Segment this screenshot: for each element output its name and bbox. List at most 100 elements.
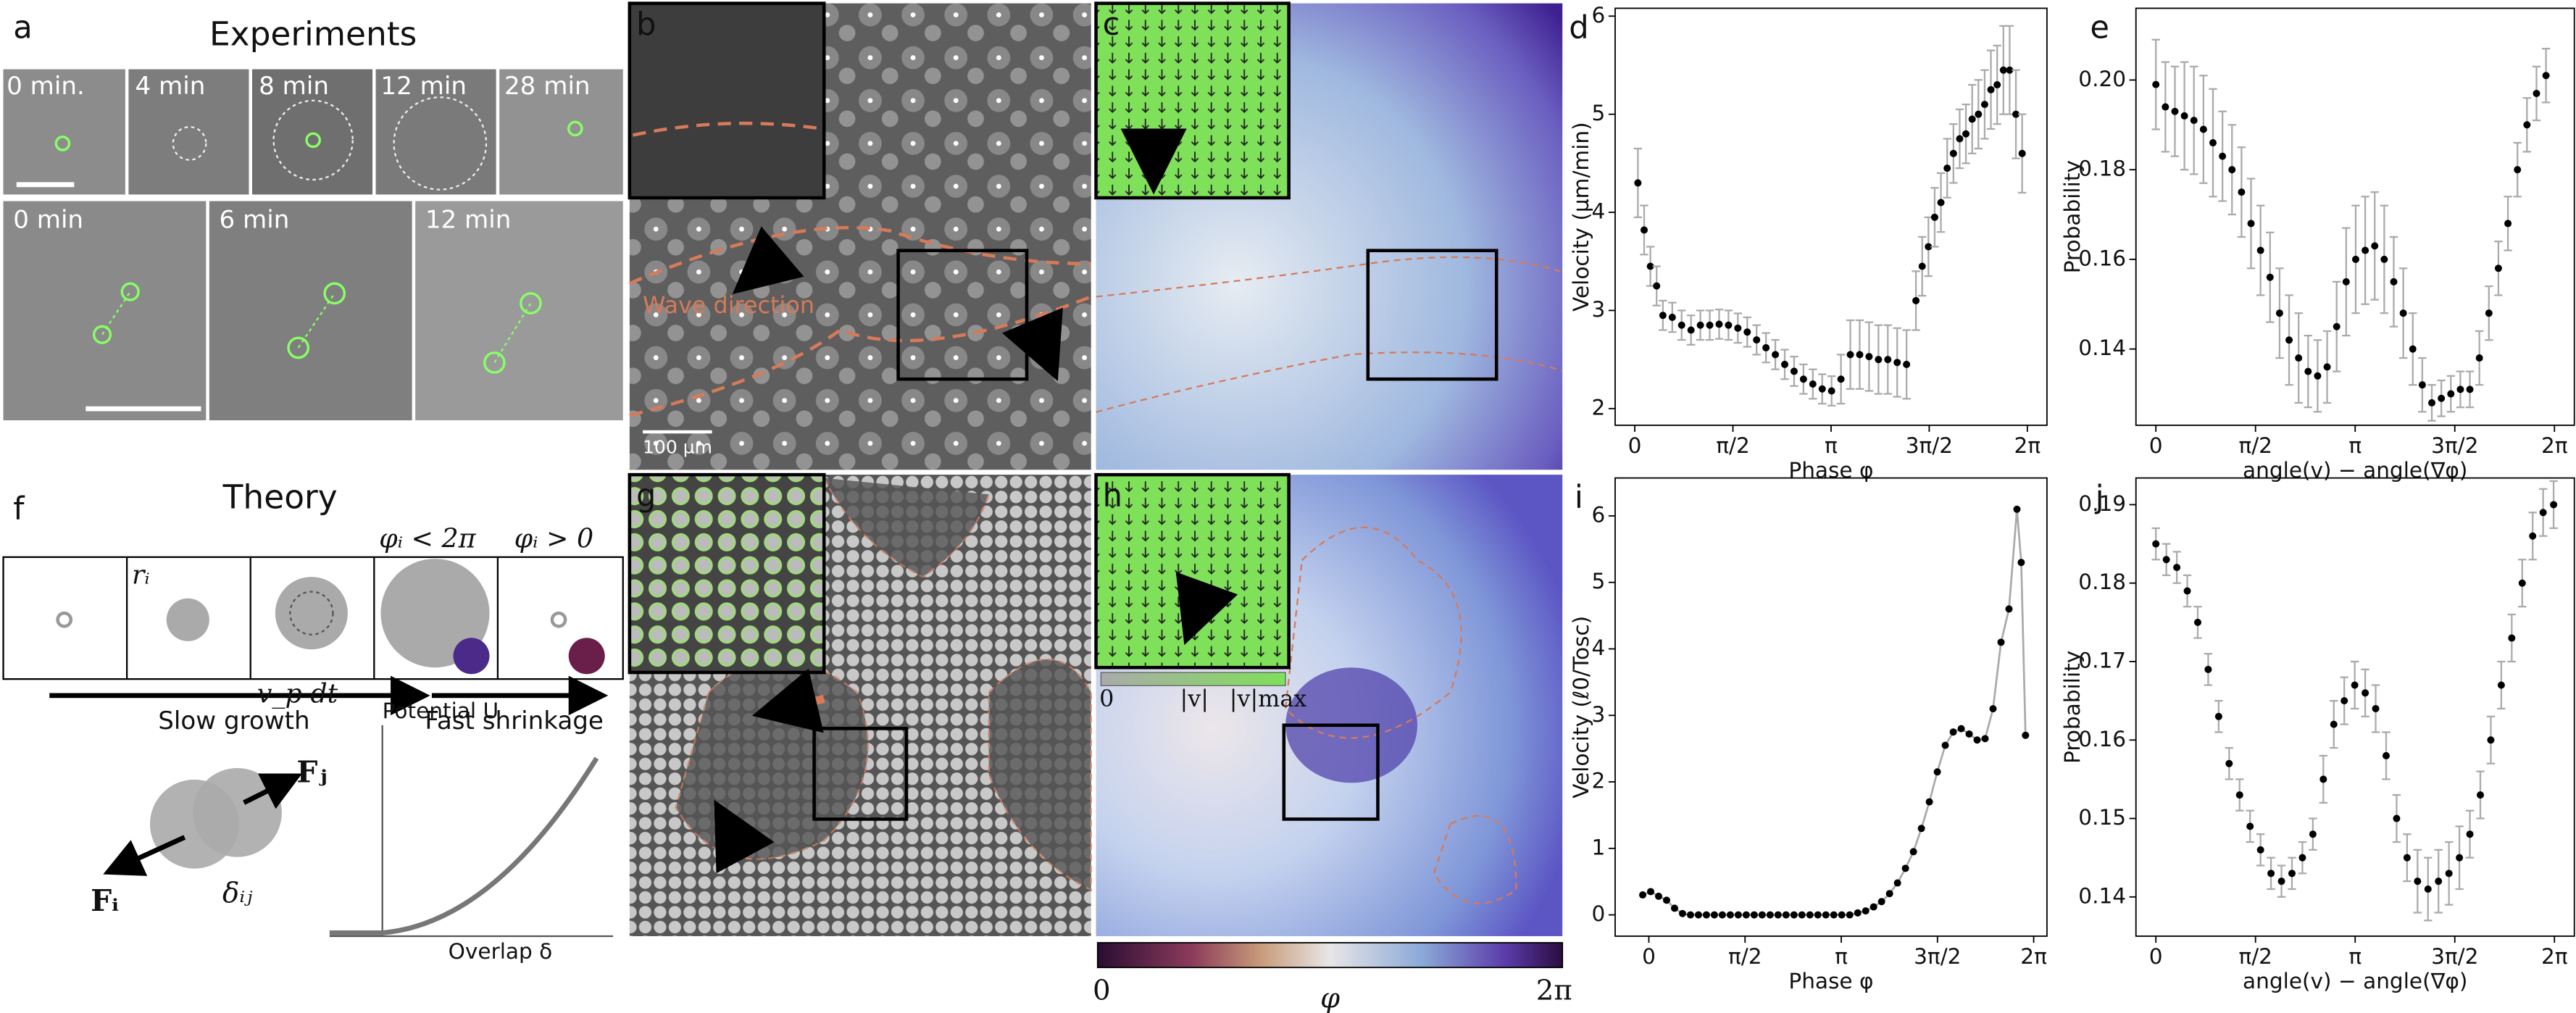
- marker: [1742, 911, 1750, 919]
- x-tick-label: π/2: [1728, 944, 1762, 969]
- marker: [2518, 579, 2526, 587]
- marker: [1925, 243, 1933, 251]
- marker: [2424, 885, 2432, 893]
- marker: [1822, 911, 1830, 919]
- marker: [2414, 877, 2422, 885]
- math-label: Fᵢ: [91, 883, 119, 918]
- marker: [2013, 505, 2021, 513]
- marker: [1687, 326, 1695, 334]
- marker: [1865, 353, 1873, 361]
- marker: [2275, 309, 2283, 317]
- overlay: [628, 1, 1092, 434]
- x-axis-label: angle(v) − angle(∇φ): [2243, 458, 2467, 483]
- marker: [1653, 282, 1661, 290]
- scale-bar-label: 100 µm: [643, 437, 712, 458]
- panel-label: f: [13, 491, 25, 528]
- marker: [2362, 689, 2369, 697]
- marker: [1837, 375, 1845, 383]
- panel-label: e: [2090, 9, 2109, 46]
- y-tick-label: 0.17: [2078, 649, 2126, 673]
- micrographs: [3, 69, 623, 421]
- marker: [2330, 720, 2338, 728]
- marker: [2529, 532, 2537, 540]
- marker: [1856, 351, 1864, 359]
- marker: [1846, 351, 1854, 359]
- x-tick-label: 2π: [2541, 944, 2568, 969]
- marker: [2523, 121, 2531, 129]
- marker: [2466, 830, 2474, 838]
- marker: [2497, 681, 2505, 689]
- marker: [2418, 381, 2426, 389]
- growth-strip: [2, 556, 624, 938]
- marker: [1870, 903, 1877, 911]
- marker: [1726, 911, 1734, 919]
- colorbar-label: 0: [1093, 974, 1111, 1006]
- y-tick-label: 6: [1592, 3, 1606, 28]
- marker: [2018, 149, 2026, 157]
- y-tick-label: 0.15: [2078, 805, 2126, 830]
- marker: [2295, 354, 2303, 362]
- marker: [2256, 246, 2264, 254]
- math-label: rᵢ: [132, 559, 150, 591]
- x-tick-label: π: [1825, 433, 1838, 458]
- marker: [1706, 321, 1714, 329]
- marker: [2351, 681, 2359, 689]
- marker: [2504, 220, 2512, 228]
- caption: Slow growth: [158, 706, 309, 735]
- marker: [1677, 321, 1685, 329]
- panel-label: i: [1575, 480, 1583, 516]
- marker: [1766, 911, 1774, 919]
- marker: [1814, 911, 1822, 919]
- marker: [2456, 854, 2464, 862]
- marker: [1937, 199, 1945, 207]
- x-tick-label: π/2: [2238, 944, 2272, 969]
- marker: [1909, 848, 1917, 856]
- y-tick-label: 4: [1592, 635, 1606, 660]
- marker: [2162, 103, 2169, 111]
- marker: [2005, 605, 2013, 613]
- x-tick-label: π/2: [2238, 433, 2272, 458]
- marker: [1941, 741, 1949, 749]
- marker: [1838, 911, 1846, 919]
- panel-label: c: [1103, 7, 1120, 43]
- marker: [2435, 877, 2443, 885]
- marker: [1830, 911, 1838, 919]
- marker: [1975, 110, 1983, 118]
- marker: [2428, 399, 2436, 407]
- marker: [1670, 904, 1678, 912]
- x-tick-label: 0: [2149, 944, 2163, 969]
- scale-label: 0: [1099, 685, 1114, 712]
- marker: [2193, 618, 2201, 626]
- marker: [1997, 638, 2005, 646]
- marker: [1943, 164, 1951, 172]
- marker: [1981, 735, 1989, 743]
- y-tick-label: 1: [1592, 835, 1606, 859]
- y-tick-label: 3: [1592, 702, 1606, 727]
- marker: [1734, 911, 1742, 919]
- marker: [1893, 359, 1901, 367]
- marker: [2508, 634, 2516, 642]
- time-label: 28 min: [504, 72, 591, 101]
- marker: [2199, 125, 2207, 133]
- marker: [2319, 775, 2327, 783]
- marker: [2514, 166, 2522, 174]
- marker: [2341, 697, 2348, 705]
- marker: [2285, 336, 2293, 344]
- x-tick-label: 3π/2: [2431, 433, 2478, 458]
- y-tick-label: 4: [1592, 199, 1606, 224]
- marker: [1854, 909, 1862, 917]
- marker: [1799, 375, 1807, 383]
- colorbar-label: 2π: [1536, 974, 1572, 1006]
- x-tick-label: 3π/2: [2431, 944, 2478, 969]
- marker: [2267, 870, 2275, 877]
- marker: [1782, 911, 1790, 919]
- marker: [2438, 394, 2446, 402]
- axis-label: Potential U: [383, 699, 499, 723]
- marker: [1678, 909, 1686, 917]
- marker: [2266, 273, 2274, 281]
- x-tick-label: π: [2348, 433, 2362, 458]
- x-tick-label: π/2: [1716, 433, 1750, 458]
- marker: [1780, 360, 1789, 368]
- y-tick-label: 0: [1592, 901, 1606, 926]
